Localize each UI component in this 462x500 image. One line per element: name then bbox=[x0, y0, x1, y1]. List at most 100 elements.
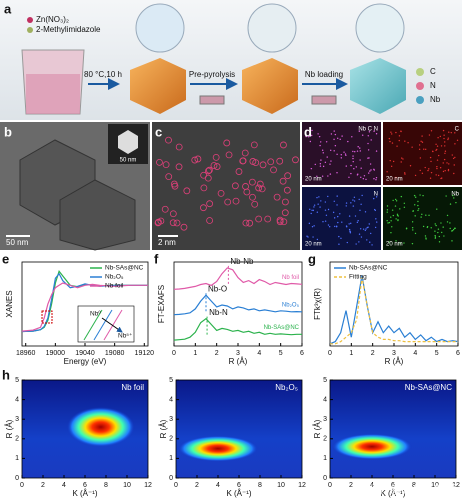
map-dot bbox=[350, 222, 352, 225]
map-dot bbox=[325, 141, 328, 143]
y-axis-label: XANES bbox=[5, 290, 14, 317]
map-dot bbox=[414, 204, 416, 206]
map-dot bbox=[451, 240, 453, 242]
atom-marker bbox=[206, 217, 214, 224]
map-dot bbox=[439, 135, 442, 138]
legend-label: Nb₂O₅ bbox=[105, 274, 124, 281]
map-dot bbox=[312, 236, 314, 238]
wavelet-bg bbox=[176, 380, 302, 478]
map-dot bbox=[357, 220, 359, 222]
map-dot bbox=[375, 218, 377, 220]
atom-marker bbox=[191, 156, 199, 164]
map-dot bbox=[386, 205, 389, 207]
map-dot bbox=[444, 141, 446, 143]
map-dot bbox=[314, 163, 316, 166]
map-dot bbox=[436, 148, 438, 151]
map-dot bbox=[355, 166, 357, 168]
atom-marker bbox=[242, 219, 250, 227]
map-dot bbox=[411, 221, 414, 223]
map-dot bbox=[354, 215, 357, 217]
map-dot bbox=[358, 241, 360, 243]
x-tick-label: 8 bbox=[258, 482, 262, 489]
map-dot bbox=[453, 197, 455, 199]
map-dot bbox=[418, 148, 421, 151]
map-dot bbox=[359, 159, 361, 161]
atom-marker bbox=[225, 151, 233, 159]
x-tick-label: 2 bbox=[371, 350, 375, 357]
map-dot bbox=[419, 169, 421, 172]
map-dot bbox=[391, 209, 394, 211]
atom-marker bbox=[251, 200, 259, 208]
y-tick-label: 2 bbox=[169, 436, 173, 443]
x-tick-label: 2 bbox=[215, 350, 219, 357]
map-dot bbox=[391, 133, 393, 135]
atom-marker bbox=[235, 168, 243, 175]
panel-label: e bbox=[2, 251, 9, 266]
map-dot bbox=[395, 131, 397, 134]
map-dot bbox=[440, 145, 443, 147]
atom-marker bbox=[161, 205, 169, 213]
map-dot bbox=[365, 228, 367, 230]
map-dot bbox=[420, 216, 422, 218]
atom-marker bbox=[200, 204, 207, 212]
map-dot bbox=[392, 214, 395, 217]
map-dot bbox=[453, 172, 455, 175]
map-dot bbox=[442, 170, 445, 173]
map-dot bbox=[319, 163, 322, 165]
atom-marker bbox=[169, 219, 177, 227]
map-dot bbox=[437, 174, 440, 177]
atom-marker bbox=[292, 156, 299, 164]
map-dot bbox=[409, 165, 412, 167]
x-tick-label: 12 bbox=[144, 482, 152, 489]
y-tick-label: 1 bbox=[323, 455, 327, 462]
map-dot bbox=[356, 221, 359, 224]
furnace bbox=[199, 95, 225, 105]
map-dot bbox=[324, 220, 327, 222]
panel-label: c bbox=[155, 124, 162, 139]
carbon-crystal bbox=[242, 58, 298, 114]
x-tick-label: 6 bbox=[300, 350, 304, 357]
map-dot bbox=[455, 201, 457, 204]
atom-marker bbox=[224, 198, 232, 206]
map-dot bbox=[333, 150, 335, 152]
x-tick-label: 8 bbox=[412, 482, 416, 489]
series-line bbox=[173, 294, 303, 316]
scale-label: 2 nm bbox=[158, 238, 176, 247]
map-dot bbox=[310, 134, 313, 137]
map-dot bbox=[396, 145, 398, 147]
panel-label: d bbox=[304, 124, 312, 139]
map-dot bbox=[328, 225, 331, 228]
map-dot bbox=[324, 209, 327, 211]
map-dot bbox=[371, 244, 373, 246]
map-dot bbox=[434, 223, 436, 225]
wavelet-peak bbox=[66, 407, 135, 448]
map-dot bbox=[363, 175, 366, 177]
map-dot bbox=[316, 211, 319, 213]
map-dot bbox=[447, 137, 450, 139]
map-dot bbox=[449, 227, 451, 230]
map-dot bbox=[348, 215, 351, 217]
map-dot bbox=[443, 137, 445, 140]
map-dot bbox=[430, 160, 432, 163]
map-dot bbox=[454, 156, 456, 159]
map-dot bbox=[403, 202, 406, 204]
map-dot bbox=[424, 148, 427, 151]
map-dot bbox=[447, 138, 449, 141]
map-dot bbox=[322, 221, 324, 223]
map-dot bbox=[395, 176, 397, 179]
map-dot bbox=[357, 173, 359, 175]
step: 80 °C,10 h bbox=[84, 70, 122, 79]
x-tick-label: 0 bbox=[20, 482, 24, 489]
plot-title: Nb₂O₅ bbox=[275, 383, 298, 392]
atom-marker bbox=[223, 139, 231, 147]
map-dot bbox=[430, 227, 432, 229]
map-dot bbox=[414, 232, 417, 235]
plot-title: Nb-SAs@NC bbox=[405, 383, 452, 392]
map-dot bbox=[332, 211, 335, 214]
nb-crystal bbox=[350, 58, 406, 114]
x-tick-label: 8 bbox=[104, 482, 108, 489]
map-dot bbox=[353, 168, 355, 170]
y-axis-label: R (Å) bbox=[5, 419, 14, 438]
map-dot bbox=[413, 194, 416, 197]
map-dot bbox=[454, 143, 456, 145]
